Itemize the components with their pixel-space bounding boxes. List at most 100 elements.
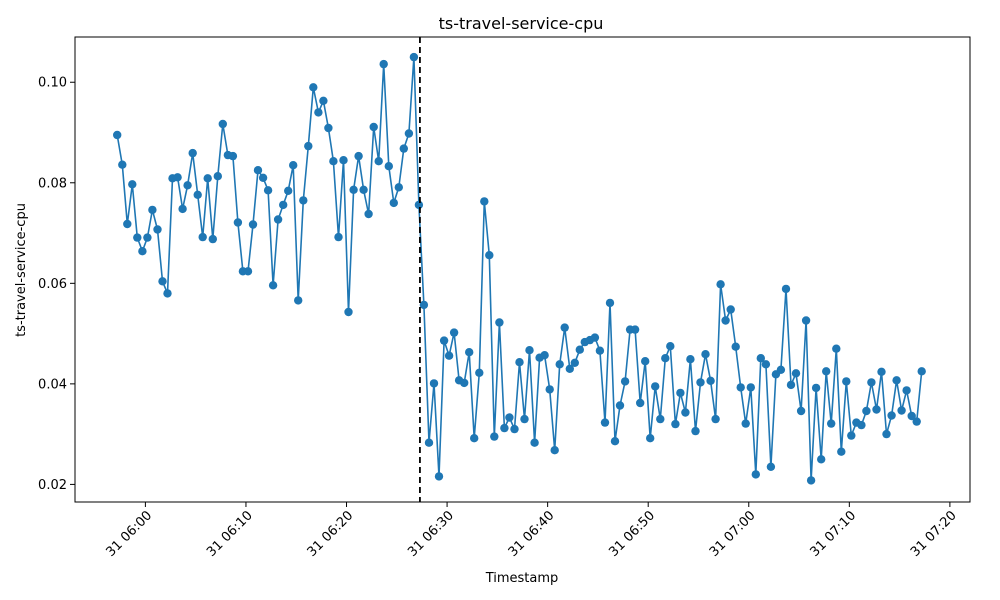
data-point [178,204,187,214]
data-point [610,437,620,446]
data-point [490,432,499,441]
data-point [696,378,705,387]
data-point [434,472,444,481]
data-point [389,198,398,208]
data-point [907,411,916,421]
data-point [439,336,449,345]
data-point [681,408,690,417]
data-point [153,225,162,234]
data-point [791,369,801,378]
data-point [756,354,765,363]
data-point [379,59,388,69]
data-point [912,417,921,426]
data-point [882,429,891,439]
data-point [253,166,263,175]
data-point [615,401,625,410]
data-point [731,342,740,351]
data-point [354,151,363,161]
data-point [218,119,227,129]
data-point [565,364,574,373]
data-point [847,431,856,440]
data-point [786,380,796,390]
data-point [872,405,881,414]
data-point [661,354,670,363]
data-point [641,357,650,366]
data-point [540,351,549,360]
data-point [570,358,579,367]
data-point [243,267,253,276]
data-point [766,462,776,471]
data-point [510,424,519,434]
data-point [299,196,308,205]
data-point [369,122,378,132]
data-point [736,383,745,392]
data-point [319,96,328,106]
y-tick-label: 0.06 [38,277,67,292]
data-point [444,351,454,360]
data-point [867,378,876,387]
data-point [520,414,529,424]
data-point [801,316,811,325]
data-point [686,355,695,364]
data-point [630,325,640,334]
data-point [917,367,926,376]
data-point [329,157,338,166]
data-point [304,141,313,151]
data-point [671,419,680,429]
data-point [666,342,675,351]
data-point [827,419,836,428]
data-point [394,183,403,192]
data-point [273,215,283,224]
data-point [188,148,197,158]
data-point [143,233,152,242]
data-point [294,296,303,305]
data-point [384,162,393,171]
data-point [404,129,414,138]
data-point [817,455,826,464]
data-point [449,328,459,337]
data-point [324,123,333,133]
data-point [309,83,318,92]
data-point [806,476,816,485]
data-point [475,368,484,377]
data-point [837,447,846,456]
data-point [605,298,615,308]
data-point [334,232,343,242]
data-point [811,383,821,393]
data-point [339,156,348,165]
data-point [555,360,564,369]
data-point [289,161,298,170]
data-point [741,419,750,428]
data-point [173,173,182,182]
data-point [424,438,434,447]
data-point [163,289,172,298]
data-point [123,219,132,229]
data-point [676,388,685,398]
x-axis-label: Timestamp [485,571,559,586]
data-point [691,426,700,436]
data-point [470,434,479,443]
data-point [248,220,258,229]
data-point [495,318,504,327]
data-point [525,346,534,355]
data-point [138,247,147,256]
data-point [600,418,610,427]
data-point [761,360,771,369]
data-point [701,350,710,359]
data-point [590,333,600,342]
data-point [233,218,243,227]
data-point [128,180,137,189]
data-point [279,200,288,210]
data-point [575,345,584,354]
data-point [620,377,630,386]
data-point [550,446,559,455]
data-point [419,300,429,310]
data-point [721,316,730,325]
data-point [198,232,207,242]
data-point [515,358,524,367]
y-tick-label: 0.10 [38,76,67,91]
axes-frame [74,36,971,503]
data-point [716,280,725,289]
